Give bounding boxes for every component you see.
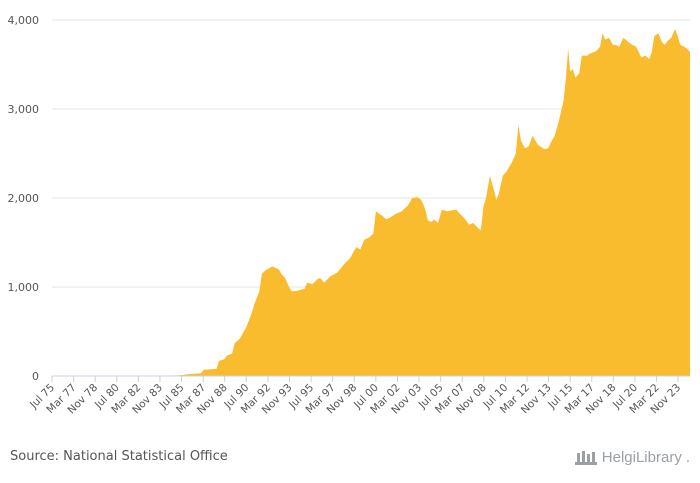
source-note: Source: National Statistical Office — [10, 449, 228, 464]
library-icon — [574, 451, 597, 465]
y-tick-label: 4,000 — [8, 14, 40, 27]
y-tick-label: 0 — [32, 370, 39, 383]
y-tick-label: 3,000 — [8, 103, 40, 116]
data-area[interactable] — [52, 28, 690, 377]
y-tick-label: 2,000 — [8, 192, 40, 205]
brand-name: HelgiLibrary — [601, 448, 682, 466]
brand-logo[interactable]: HelgiLibrary. — [574, 448, 690, 466]
y-axis: 0 1,000 2,000 3,000 4,000 — [8, 14, 40, 383]
y-tick-label: 1,000 — [8, 281, 40, 294]
brand-dot: . — [685, 448, 690, 466]
